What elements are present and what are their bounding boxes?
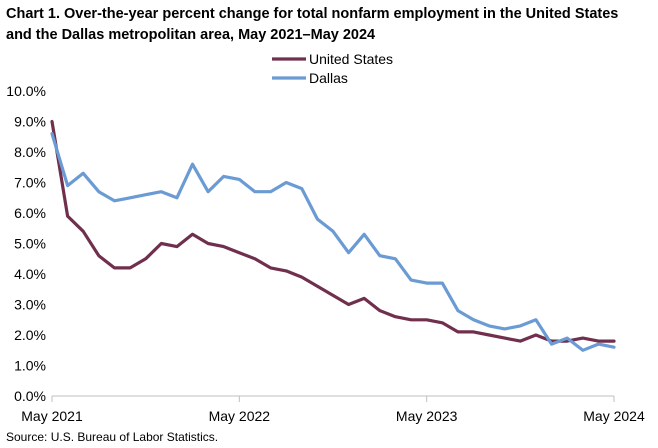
y-tick-label: 6.0% xyxy=(14,205,46,221)
y-tick-label: 0.0% xyxy=(14,388,46,404)
y-tick-label: 4.0% xyxy=(14,266,46,282)
x-tick-label: May 2024 xyxy=(583,408,645,424)
y-tick-label: 3.0% xyxy=(14,297,46,313)
legend-label-united-states: United States xyxy=(309,51,393,67)
x-tick-label: May 2021 xyxy=(21,408,83,424)
chart-title: Chart 1. Over-the-year percent change fo… xyxy=(6,6,619,43)
series-line-dallas xyxy=(50,132,616,352)
y-tick-label: 2.0% xyxy=(14,327,46,343)
source-note: Source: U.S. Bureau of Labor Statistics. xyxy=(6,430,219,444)
legend-label-dallas: Dallas xyxy=(309,70,348,86)
legend: United States Dallas xyxy=(272,51,393,86)
x-axis: May 2021 May 2022 May 2023 May 2024 xyxy=(21,395,645,424)
y-tick-label: 8.0% xyxy=(14,144,46,160)
y-tick-label: 9.0% xyxy=(14,114,46,130)
series-lines xyxy=(50,119,616,352)
x-tick-label: May 2023 xyxy=(396,408,458,424)
y-tick-label: 5.0% xyxy=(14,236,46,252)
y-axis-ticks: 0.0% 1.0% 2.0% 3.0% 4.0% 5.0% 6.0% 7.0% 8.0% 9.0%… xyxy=(6,83,46,404)
series-line-united-states xyxy=(50,119,616,343)
x-tick-label: May 2022 xyxy=(209,408,271,424)
y-tick-label: 10.0% xyxy=(6,83,46,99)
y-tick-label: 1.0% xyxy=(14,358,46,374)
y-tick-label: 7.0% xyxy=(14,175,46,191)
